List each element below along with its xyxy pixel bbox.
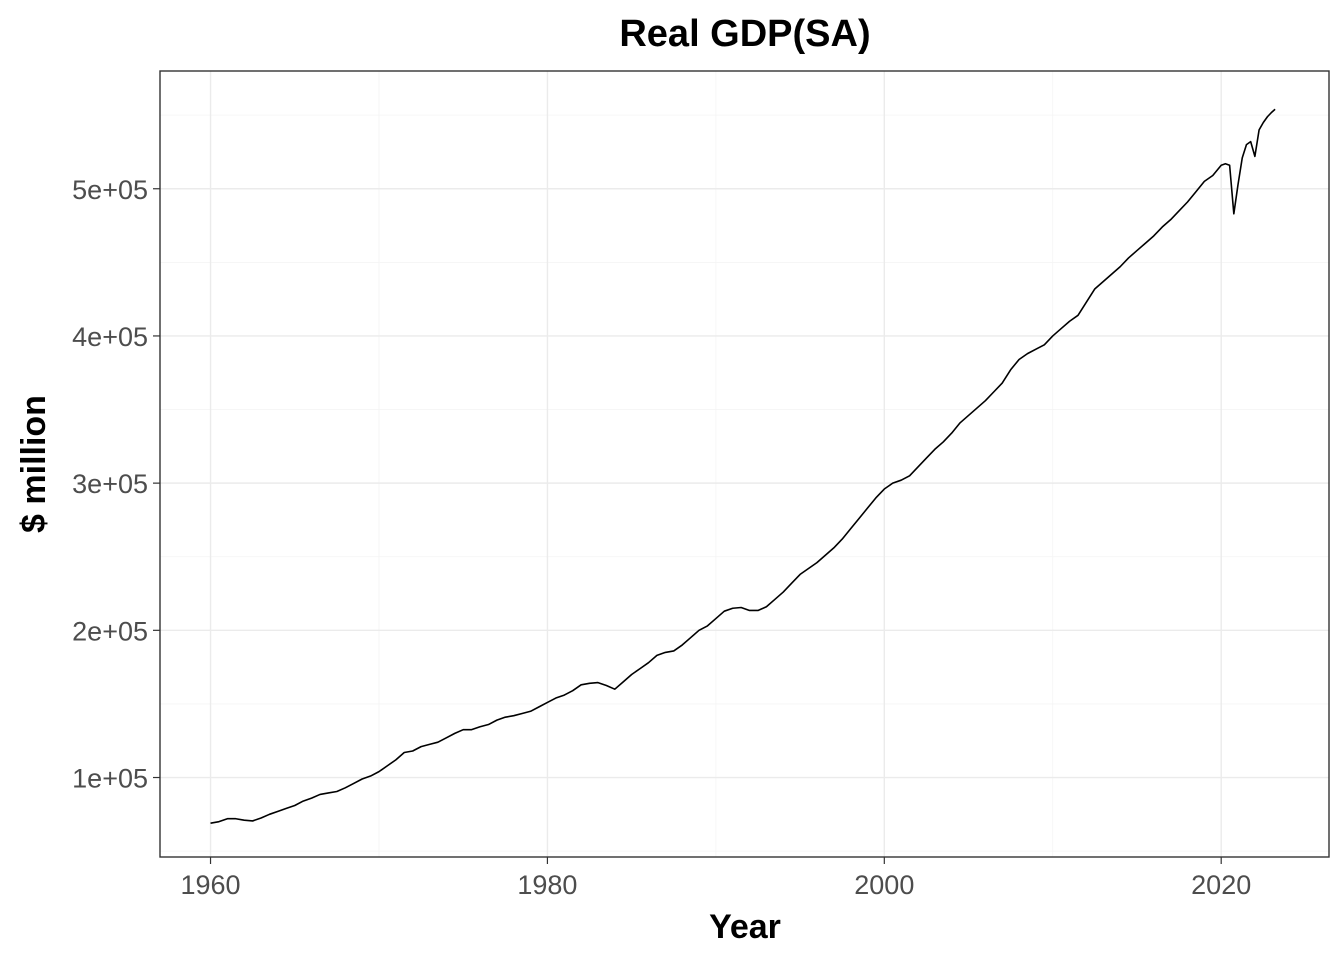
x-tick-label: 2020 xyxy=(1191,870,1251,900)
axis-ticks: 1960 1980 2000 2020 1e+05 2e+05 3e+05 4e+05 5e+0… xyxy=(72,175,1251,900)
y-tick-label: 4e+05 xyxy=(72,322,148,352)
chart-title: Real GDP(SA) xyxy=(619,13,870,55)
plot-panel-border xyxy=(159,70,1330,858)
grid-lines xyxy=(160,71,1329,857)
x-tick-label: 1980 xyxy=(517,870,577,900)
y-tick-label: 1e+05 xyxy=(72,764,148,794)
y-tick-label: 2e+05 xyxy=(72,616,148,646)
gdp-series-line xyxy=(210,108,1276,824)
x-tick-label: 1960 xyxy=(180,870,240,900)
y-tick-label: 5e+05 xyxy=(72,175,148,205)
x-tick-label: 2000 xyxy=(854,870,914,900)
y-tick-label: 3e+05 xyxy=(72,469,148,499)
y-axis-title: $ million xyxy=(15,395,53,533)
x-axis-title: Year xyxy=(709,908,781,946)
